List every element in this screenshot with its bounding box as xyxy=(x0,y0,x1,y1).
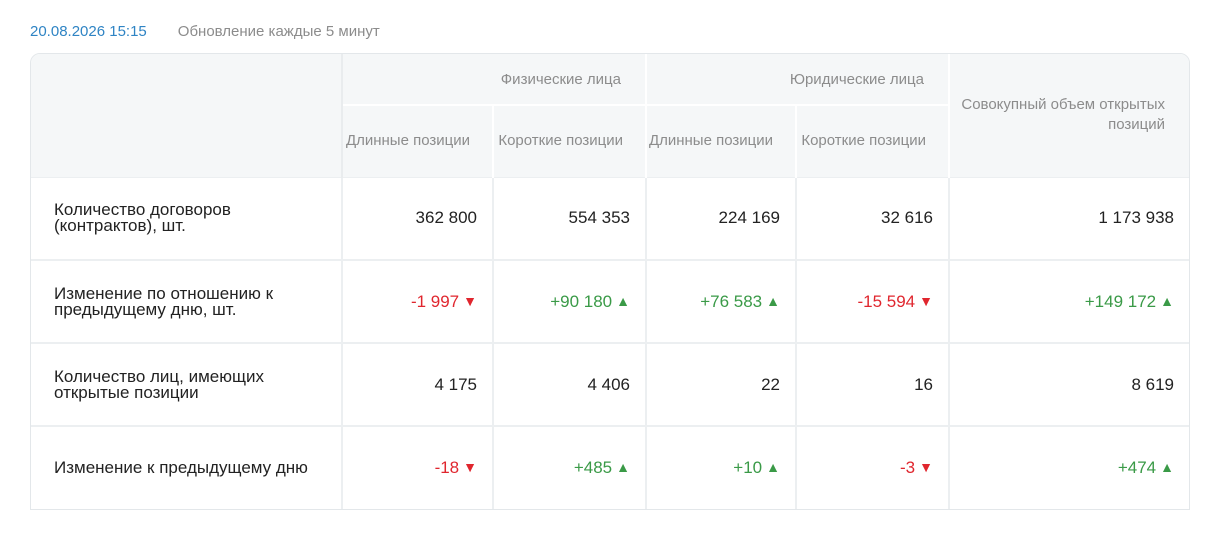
header-phys-long: Длинные позиции xyxy=(342,105,494,177)
table-cell: 1 173 938 xyxy=(949,176,1189,260)
cell-value: +149 172 xyxy=(1084,291,1157,311)
table-cell: -15 594 ▼ xyxy=(796,259,950,343)
update-timestamp: 20.08.2026 15:15 xyxy=(30,22,147,40)
table-body: Количество договоров (контрактов), шт. 36… xyxy=(31,176,1189,509)
group-header-individuals: Физические лица xyxy=(342,54,647,106)
triangle-up-icon: ▲ xyxy=(616,458,630,475)
triangle-up-icon: ▲ xyxy=(1160,458,1174,475)
cell-value: -15 594 xyxy=(857,291,916,311)
header-jur-long: Длинные позиции xyxy=(646,105,797,177)
table-cell: -3 ▼ xyxy=(796,425,950,509)
row-label: Количество лиц, имеющих открытые позиции xyxy=(31,342,343,426)
triangle-down-icon: ▼ xyxy=(463,292,477,309)
cell-value: 8 619 xyxy=(1131,374,1174,394)
row-label: Изменение по отношению к предыдущему дню… xyxy=(31,259,343,343)
triangle-down-icon: ▼ xyxy=(919,458,933,475)
cell-value: 362 800 xyxy=(415,208,477,228)
table-cell: 554 353 xyxy=(493,176,647,260)
header-phys-short: Короткие позиции xyxy=(493,105,647,177)
triangle-down-icon: ▼ xyxy=(919,292,933,309)
open-positions-table: Физические лица Юридические лица Совокуп… xyxy=(31,54,1189,509)
table-cell: -1 997 ▼ xyxy=(342,259,494,343)
refresh-note: Обновление каждые 5 минут xyxy=(177,22,380,40)
cell-value: 554 353 xyxy=(568,208,630,228)
triangle-up-icon: ▲ xyxy=(766,292,780,309)
cell-value: +474 xyxy=(1117,457,1157,477)
cell-value: +90 180 xyxy=(550,291,613,311)
table-cell: +485 ▲ xyxy=(493,425,647,509)
cell-value: +485 xyxy=(573,457,613,477)
status-bar: 20.08.2026 15:15 Обновление каждые 5 мин… xyxy=(30,20,380,42)
table-cell: 32 616 xyxy=(796,176,950,260)
table-cell: +90 180 ▲ xyxy=(493,259,647,343)
triangle-up-icon: ▲ xyxy=(1160,292,1174,309)
cell-value: +76 583 xyxy=(700,291,763,311)
cell-value: 224 169 xyxy=(718,208,780,228)
table-cell: +149 172 ▲ xyxy=(949,259,1189,343)
table-cell: +10 ▲ xyxy=(646,425,797,509)
table-row: Изменение по отношению к предыдущему дню… xyxy=(31,259,1189,343)
cell-value: -3 xyxy=(900,457,916,477)
row-label: Количество договоров (контрактов), шт. xyxy=(31,176,343,260)
table-cell: +76 583 ▲ xyxy=(646,259,797,343)
cell-value: 22 xyxy=(761,374,780,394)
triangle-up-icon: ▲ xyxy=(766,458,780,475)
table-row: Изменение к предыдущему дню -18 ▼ +485 ▲ +10 ▲… xyxy=(31,425,1189,509)
open-positions-card: Физические лица Юридические лица Совокуп… xyxy=(30,53,1190,510)
row-label: Изменение к предыдущему дню xyxy=(31,425,343,509)
table-header: Физические лица Юридические лица Совокуп… xyxy=(31,54,1189,177)
cell-value: 4 406 xyxy=(587,374,630,394)
table-cell: 4 406 xyxy=(493,342,647,426)
header-corner xyxy=(31,54,343,177)
table-cell: 362 800 xyxy=(342,176,494,260)
header-total-open-positions: Совокупный объем открытых позиций xyxy=(949,54,1189,177)
table-cell: 224 169 xyxy=(646,176,797,260)
header-jur-short: Короткие позиции xyxy=(796,105,950,177)
table-cell: -18 ▼ xyxy=(342,425,494,509)
table-row: Количество договоров (контрактов), шт. 36… xyxy=(31,176,1189,260)
table-cell: 22 xyxy=(646,342,797,426)
cell-value: +10 xyxy=(733,457,763,477)
cell-value: -18 xyxy=(434,457,460,477)
table-row: Количество лиц, имеющих открытые позиции… xyxy=(31,342,1189,426)
cell-value: 4 175 xyxy=(434,374,477,394)
triangle-up-icon: ▲ xyxy=(616,292,630,309)
group-header-legal-entities: Юридические лица xyxy=(646,54,950,106)
triangle-down-icon: ▼ xyxy=(463,458,477,475)
table-cell: 4 175 xyxy=(342,342,494,426)
table-cell: 16 xyxy=(796,342,950,426)
cell-value: -1 997 xyxy=(410,291,460,311)
table-cell: 8 619 xyxy=(949,342,1189,426)
cell-value: 32 616 xyxy=(881,208,933,228)
table-cell: +474 ▲ xyxy=(949,425,1189,509)
cell-value: 1 173 938 xyxy=(1098,208,1174,228)
cell-value: 16 xyxy=(914,374,933,394)
